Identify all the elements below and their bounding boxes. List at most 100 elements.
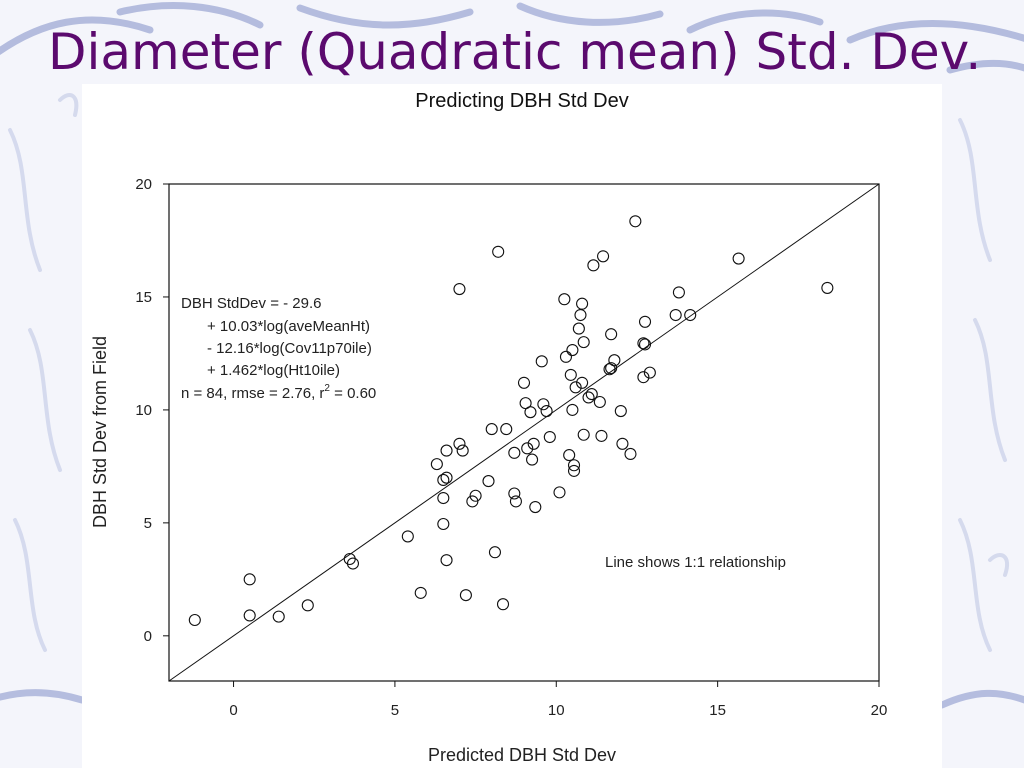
data-point	[597, 250, 610, 263]
data-point	[577, 336, 590, 349]
scatter-chart: Predicting DBH Std Dev 0 5 10 15 20 0 5 10 15 20…	[90, 90, 887, 765]
data-point	[188, 613, 201, 627]
data-point	[488, 546, 502, 559]
data-point	[459, 589, 472, 602]
data-point	[526, 453, 539, 466]
chart-panel: Predicting DBH Std Dev 0 5 10 15 20 0 5 10 15 20…	[82, 84, 942, 768]
data-point	[605, 362, 618, 375]
data-point	[243, 573, 256, 586]
data-point	[430, 458, 443, 471]
data-point	[563, 449, 576, 462]
data-point	[585, 388, 598, 401]
data-point	[508, 487, 521, 500]
data-point	[537, 398, 550, 411]
data-point	[582, 391, 595, 404]
data-point	[440, 471, 453, 484]
data-point	[466, 495, 479, 508]
data-point	[605, 328, 618, 341]
data-point	[576, 297, 589, 310]
data-point	[629, 215, 642, 228]
data-point	[401, 530, 414, 543]
x-tick-label: 10	[548, 702, 565, 719]
data-point	[440, 444, 453, 457]
data-point	[521, 442, 534, 455]
data-point	[524, 406, 537, 419]
data-point	[559, 350, 573, 363]
data-point	[684, 308, 697, 322]
y-tick-label: 5	[144, 515, 152, 532]
reference-line-annotation: Line shows 1:1 relationship	[605, 554, 786, 571]
fit-statistics-prefix: n = 84, rmse = 2.76, r	[181, 385, 324, 402]
data-point	[509, 495, 522, 508]
fit-statistics-exponent: 2	[324, 383, 330, 394]
data-point	[566, 343, 579, 357]
data-point	[669, 308, 682, 322]
equation-line-2: + 10.03*log(aveMeanHt)	[207, 318, 370, 335]
data-point	[732, 252, 745, 265]
fit-statistics: n = 84, rmse = 2.76, r2 = 0.60	[181, 383, 376, 402]
data-point	[496, 598, 510, 611]
plot-area-frame	[168, 183, 880, 682]
x-axis-ticks: 0 5 10 15 20	[229, 681, 887, 719]
equation-line-3: - 12.16*log(Cov11p70ile)	[207, 340, 372, 357]
data-point	[482, 475, 495, 488]
data-point	[574, 308, 587, 322]
data-point	[643, 366, 656, 379]
data-point	[566, 403, 579, 416]
x-axis-label: Predicted DBH Std Dev	[428, 745, 616, 765]
y-axis-label: DBH Std Dev from Field	[90, 336, 110, 528]
data-point	[608, 354, 621, 367]
data-point	[440, 554, 453, 567]
data-point	[437, 517, 450, 531]
data-point	[243, 609, 256, 622]
data-point	[543, 430, 556, 444]
data-point	[437, 491, 450, 505]
data-point	[346, 557, 360, 570]
data-point	[437, 473, 450, 486]
data-point	[587, 259, 600, 272]
data-point	[453, 282, 466, 296]
data-point	[453, 437, 466, 450]
data-point	[272, 610, 285, 623]
data-point	[672, 286, 685, 299]
data-point	[558, 293, 571, 306]
data-point	[564, 368, 577, 381]
x-tick-label: 15	[709, 702, 726, 719]
x-tick-label: 20	[871, 702, 888, 719]
y-axis-ticks: 0 5 10 15 20	[135, 176, 169, 645]
data-point	[637, 371, 650, 384]
data-point	[569, 381, 582, 394]
data-points	[188, 215, 834, 627]
data-point	[485, 423, 498, 436]
data-point	[456, 444, 469, 457]
data-point	[492, 245, 505, 258]
data-point	[638, 315, 652, 328]
data-point	[469, 489, 482, 502]
data-point	[529, 500, 542, 514]
equation-block: DBH StdDev = - 29.6 + 10.03*log(aveMeanH…	[181, 295, 376, 402]
data-point	[595, 429, 608, 442]
y-tick-label: 15	[135, 289, 152, 306]
x-tick-label: 5	[391, 702, 399, 719]
data-point	[593, 395, 606, 409]
data-point	[572, 322, 585, 335]
data-point	[614, 404, 627, 418]
data-point	[616, 437, 629, 450]
data-point	[535, 355, 548, 368]
data-point	[508, 446, 521, 459]
y-tick-label: 10	[135, 402, 152, 419]
chart-title: Predicting DBH Std Dev	[415, 90, 628, 112]
data-point	[567, 459, 581, 472]
data-point	[624, 447, 637, 461]
data-point	[553, 486, 566, 499]
y-tick-label: 20	[135, 176, 152, 193]
y-tick-label: 0	[144, 628, 152, 645]
data-point	[637, 337, 650, 350]
data-point	[567, 464, 581, 477]
equation-line-4: + 1.462*log(Ht10ile)	[207, 362, 340, 379]
data-point	[638, 338, 652, 351]
data-point	[540, 404, 553, 418]
data-point	[500, 423, 513, 436]
data-point	[527, 437, 540, 450]
